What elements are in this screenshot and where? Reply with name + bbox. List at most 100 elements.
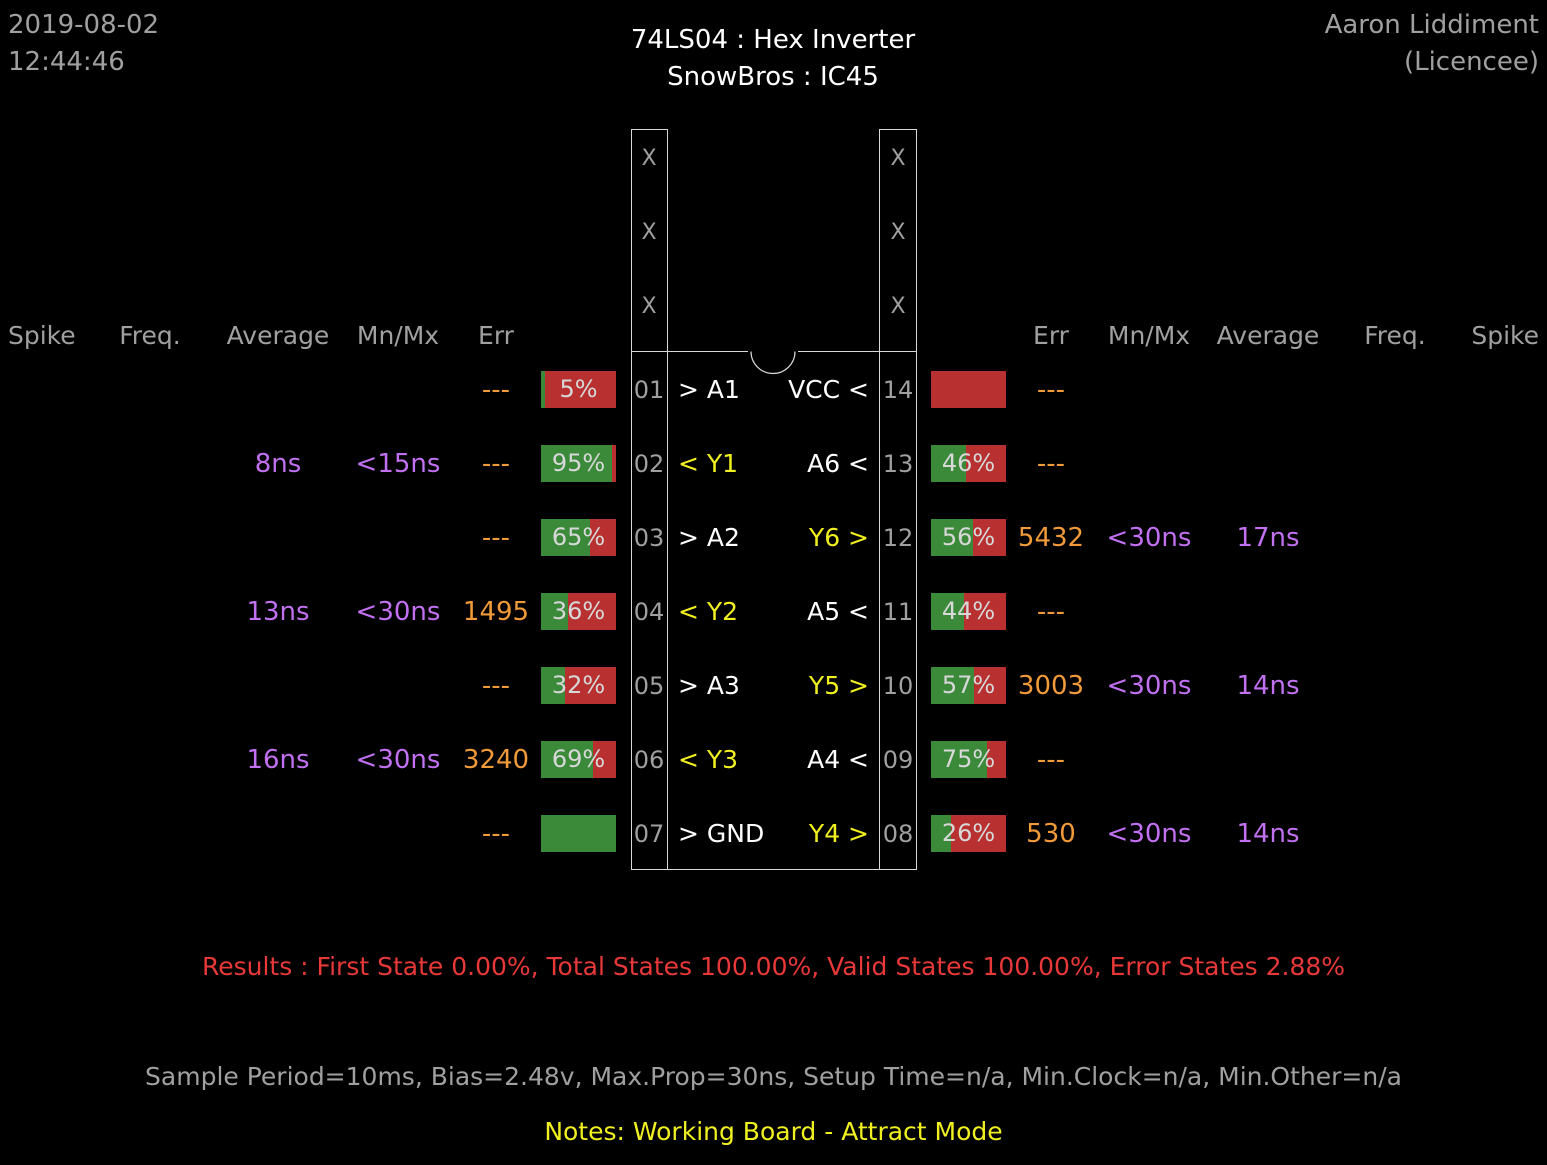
chip-notch [748,351,798,375]
licensee-label: (Licencee) [1403,47,1539,77]
pin-number-left: 04 [633,598,665,626]
pin-number-left: 05 [633,672,665,700]
state-bar-fill [931,593,964,630]
col-header-average-left: Average [226,321,330,350]
avg-time-right: 17ns [1236,523,1300,553]
state-bar-fill [541,667,565,704]
state-bar-right: 46% [931,445,1006,482]
state-bar-fill [931,445,966,482]
state-bar-right: 75% [931,741,1006,778]
state-bar-percent: 5% [559,375,598,403]
state-bar-fill [931,519,973,556]
state-bar-percent: 26% [941,819,996,847]
pin-number-left: 02 [633,450,665,478]
error-count-left: --- [481,375,511,405]
error-count-right: --- [1036,449,1066,479]
state-bar-percent: 32% [551,671,606,699]
col-header-mnmx-left: Mn/Mx [356,321,440,350]
pin-label-left: > A1 [678,375,740,404]
error-count-right: 3003 [1017,671,1085,701]
pin-number-right: 11 [882,598,914,626]
state-bar-percent: 36% [551,597,606,625]
state-bar-percent: 44% [941,597,996,625]
state-bar-right [931,371,1006,408]
state-bar-fill [541,371,545,408]
state-bar-left [541,815,616,852]
pin-label-left: < Y1 [678,449,739,478]
error-count-left: --- [481,449,511,479]
sample-parameters: Sample Period=10ms, Bias=2.48v, Max.Prop… [145,1062,1402,1091]
pin-number-left: 07 [633,820,665,848]
col-header-spike-right: Spike [1471,321,1539,350]
date-label: 2019-08-02 [8,10,160,40]
state-bar-fill [931,667,974,704]
state-bar-fill [541,445,613,482]
state-bar-right: 44% [931,593,1006,630]
state-bar-fill [541,815,616,852]
minmax-time-right: <30ns [1106,671,1192,701]
state-bar-percent: 95% [551,449,606,477]
pin-number-right: 08 [882,820,914,848]
col-header-spike-left: Spike [8,321,76,350]
minmax-time-left: <15ns [355,449,441,479]
state-bar-left: 5% [541,371,616,408]
pin-label-right: A6 < [807,449,869,478]
avg-time-left: 16ns [246,745,310,775]
results-line: Results : First State 0.00%, Total State… [201,952,1346,981]
error-count-left: 3240 [462,745,530,775]
state-bar-right: 26% [931,815,1006,852]
pin-number-right: 10 [882,672,914,700]
state-bar-right: 57% [931,667,1006,704]
state-bar-percent: 57% [941,671,996,699]
state-bar-percent [931,371,1006,408]
pin-label-left: < Y2 [678,597,739,626]
pin-number-left: 01 [633,376,665,404]
pin-label-left: > A3 [678,671,740,700]
avg-time-right: 14ns [1236,671,1300,701]
error-count-left: --- [481,819,511,849]
error-count-right: --- [1036,597,1066,627]
unused-pin-column-left [631,129,668,352]
state-bar-right: 56% [931,519,1006,556]
error-count-left: 1495 [462,597,530,627]
error-count-right: --- [1036,375,1066,405]
avg-time-right: 14ns [1236,819,1300,849]
pin-label-right: Y4 > [808,819,869,848]
pin-number-left: 03 [633,524,665,552]
pin-label-right: A4 < [807,745,869,774]
pin-label-right: VCC < [788,375,869,404]
minmax-time-left: <30ns [355,745,441,775]
col-header-mnmx-right: Mn/Mx [1107,321,1191,350]
minmax-time-right: <30ns [1106,523,1192,553]
col-header-err-left: Err [478,321,514,350]
state-bar-fill [931,741,988,778]
pin-number-right: 12 [882,524,914,552]
unused-pin-marker: X [890,220,906,245]
state-bar-percent: 75% [941,745,996,773]
minmax-time-left: <30ns [355,597,441,627]
state-bar-fill [541,519,590,556]
error-count-left: --- [481,523,511,553]
licensee-name: Aaron Liddiment [1324,10,1539,40]
state-bar-left: 65% [541,519,616,556]
state-bar-fill [931,815,951,852]
pin-number-left: 06 [633,746,665,774]
time-label: 12:44:46 [8,47,125,77]
state-bar-left: 32% [541,667,616,704]
state-bar-left: 36% [541,593,616,630]
error-count-right: --- [1036,745,1066,775]
pin-label-left: > GND [678,819,765,848]
error-count-right: 5432 [1017,523,1085,553]
error-count-left: --- [481,671,511,701]
col-header-freq-right: Freq. [1364,321,1426,350]
state-bar-fill [541,741,593,778]
unused-pin-column-right [879,129,917,352]
pin-label-right: Y5 > [808,671,869,700]
pin-label-left: > A2 [678,523,740,552]
chip-title: 74LS04 : Hex Inverter [630,25,916,55]
col-header-err-right: Err [1033,321,1069,350]
pin-number-right: 14 [882,376,914,404]
notes-line: Notes: Working Board - Attract Mode [544,1117,1003,1146]
avg-time-left: 13ns [246,597,310,627]
minmax-time-right: <30ns [1106,819,1192,849]
